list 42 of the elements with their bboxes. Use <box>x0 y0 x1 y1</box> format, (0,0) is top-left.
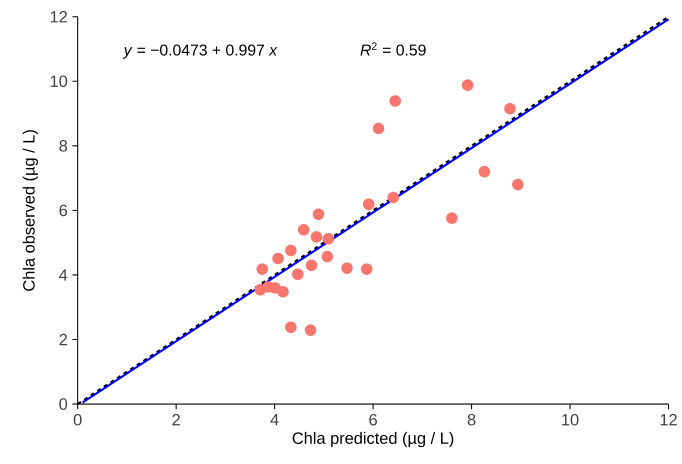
y-tick-label: 6 <box>60 204 68 216</box>
point <box>310 231 322 243</box>
x-tick-label: 12 <box>660 414 677 426</box>
point <box>389 95 402 107</box>
point <box>322 233 334 245</box>
point <box>306 259 318 272</box>
point <box>298 224 310 236</box>
point <box>304 324 316 336</box>
x-tick-label: 0 <box>74 414 82 426</box>
point <box>372 122 384 134</box>
y-tick-label: 12 <box>50 10 67 22</box>
point <box>360 263 372 275</box>
y-tick-label: 2 <box>60 334 67 346</box>
y-tick-label: 0 <box>59 398 68 410</box>
point <box>446 212 458 224</box>
x-tick-label: 10 <box>562 414 579 426</box>
x-tick-label: 4 <box>270 414 279 426</box>
x-tick-label: 2 <box>172 414 180 426</box>
point <box>322 250 334 262</box>
point <box>285 244 297 256</box>
y-tick-label: 8 <box>59 140 68 152</box>
y-axis-title: Chla observed (µg / L) <box>22 130 38 291</box>
point <box>292 268 304 280</box>
point <box>256 263 268 275</box>
point <box>388 192 400 204</box>
point <box>277 286 289 298</box>
x-tick-label: 8 <box>468 414 476 426</box>
point <box>478 166 490 178</box>
point <box>512 178 524 190</box>
point <box>341 262 353 274</box>
annotation: y = −0.0473 + 0.997 x <box>122 44 278 59</box>
point <box>312 208 324 220</box>
point <box>462 79 474 91</box>
point <box>272 252 284 264</box>
x-tick-label: 6 <box>369 414 377 426</box>
point <box>362 198 374 210</box>
point <box>504 102 516 114</box>
x-axis-title: Chla predicted (µg / L) <box>292 432 454 448</box>
annotation: R$^{2}$ = 0.59 <box>360 42 426 56</box>
y-tick-label: 4 <box>59 269 68 281</box>
y-tick-label: 10 <box>50 75 68 88</box>
point <box>285 321 297 333</box>
